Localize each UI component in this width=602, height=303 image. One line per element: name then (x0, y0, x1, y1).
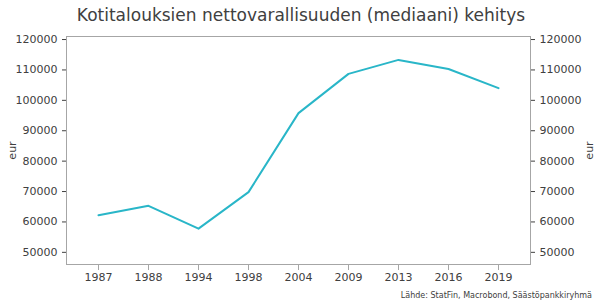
svg-text:90000: 90000 (540, 124, 575, 137)
svg-text:eur: eur (583, 141, 596, 160)
html-text:Lähde: StatFin, Macrobond, Sää: Lähde: StatFin, Macrobond, Säästöpankkir… (400, 291, 592, 300)
html-text:Kotitalouksien nettovarallisuu: Kotitalouksien nettovarallisuuden (media… (76, 5, 526, 25)
svg-text:1994: 1994 (185, 271, 213, 284)
svg-text:1988: 1988 (135, 271, 163, 284)
svg-text:80000: 80000 (23, 155, 58, 168)
svg-text:2013: 2013 (385, 271, 413, 284)
svg-text:100000: 100000 (16, 94, 58, 107)
svg-text:1987: 1987 (85, 271, 113, 284)
svg-text:120000: 120000 (16, 33, 58, 46)
svg-text:90000: 90000 (23, 124, 58, 137)
svg-text:100000: 100000 (540, 94, 582, 107)
svg-text:2016: 2016 (435, 271, 463, 284)
svg-text:70000: 70000 (540, 185, 575, 198)
svg-text:80000: 80000 (540, 155, 575, 168)
svg-text:50000: 50000 (540, 246, 575, 259)
svg-text:120000: 120000 (540, 33, 582, 46)
svg-text:70000: 70000 (23, 185, 58, 198)
svg-text:110000: 110000 (540, 63, 582, 76)
svg-text:1998: 1998 (235, 271, 263, 284)
svg-text:eur: eur (6, 141, 19, 160)
svg-text:2019: 2019 (485, 271, 513, 284)
svg-text:110000: 110000 (16, 63, 58, 76)
svg-text:50000: 50000 (23, 246, 58, 259)
svg-text:60000: 60000 (23, 215, 58, 228)
svg-text:2004: 2004 (285, 271, 313, 284)
svg-text:2009: 2009 (335, 271, 363, 284)
svg-text:60000: 60000 (540, 215, 575, 228)
